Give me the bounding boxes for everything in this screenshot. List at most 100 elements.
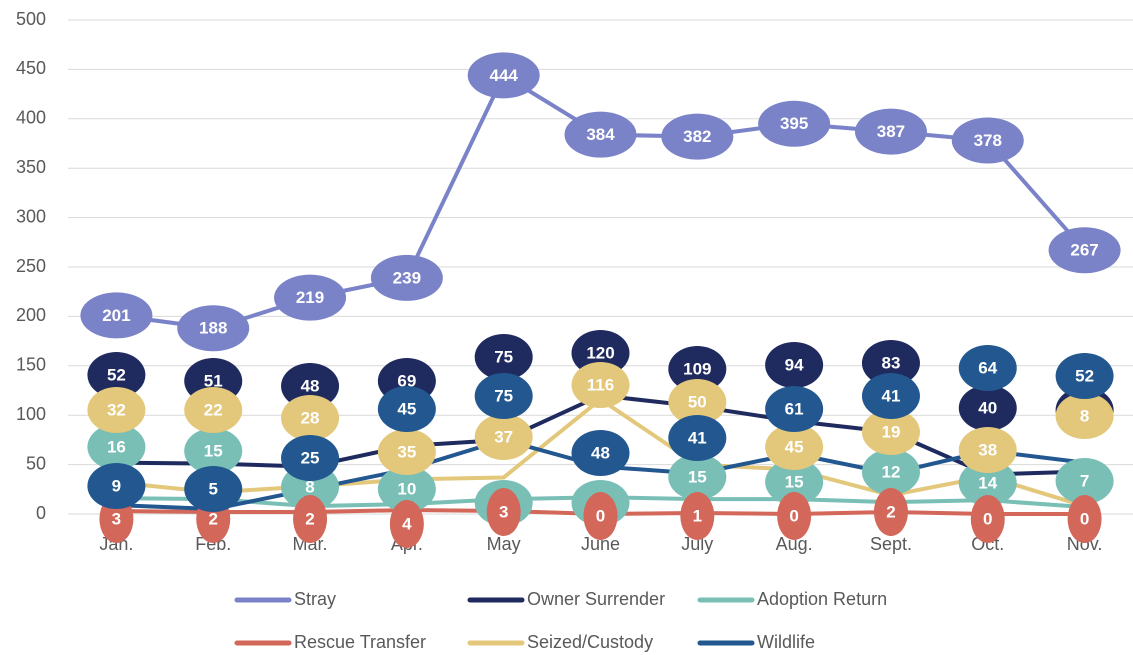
data-label: 267 (1070, 241, 1098, 260)
data-label: 3 (499, 502, 508, 521)
data-label: 83 (881, 353, 900, 372)
data-label: 387 (877, 122, 905, 141)
data-label: 9 (112, 476, 121, 495)
label-bubble (293, 495, 328, 543)
data-label: 75 (494, 347, 513, 366)
data-label: 12 (881, 462, 900, 481)
data-label: 444 (489, 66, 518, 85)
data-label: 64 (978, 358, 997, 377)
data-label: 395 (780, 114, 808, 133)
data-label: 51 (204, 371, 223, 390)
data-label: 37 (494, 427, 513, 446)
label-bubble (765, 386, 824, 432)
label-bubble (1055, 458, 1114, 504)
label-bubble (958, 460, 1017, 506)
data-label: 48 (301, 376, 320, 395)
data-label: 28 (301, 408, 320, 427)
label-bubble (474, 414, 533, 460)
x-tick-label: June (581, 534, 620, 554)
x-tick-label: May (487, 534, 521, 554)
label-bubble (377, 386, 436, 432)
label-bubble (571, 430, 630, 476)
y-tick-label: 500 (16, 9, 46, 29)
data-label: 15 (688, 467, 707, 486)
label-bubble (951, 117, 1024, 164)
y-tick-label: 250 (16, 256, 46, 276)
data-label: 201 (102, 306, 130, 325)
label-bubble (958, 427, 1017, 473)
data-label: 7 (1080, 471, 1089, 490)
data-label: 382 (683, 127, 711, 146)
label-bubble (184, 466, 243, 512)
label-bubble (958, 345, 1017, 391)
legend-label: Adoption Return (757, 589, 887, 609)
data-label: 38 (978, 440, 997, 459)
label-bubble (281, 363, 340, 409)
data-label: 0 (1080, 509, 1089, 528)
label-bubble (765, 342, 824, 388)
data-label: 5 (208, 479, 217, 498)
data-label: 3 (112, 509, 121, 528)
data-label: 16 (107, 437, 126, 456)
data-label: 0 (983, 509, 992, 528)
label-bubble (377, 429, 436, 475)
label-bubble (873, 488, 908, 536)
y-tick-label: 200 (16, 305, 46, 325)
data-label: 239 (393, 268, 421, 287)
data-label: 0 (596, 506, 605, 525)
label-bubble (474, 334, 533, 380)
label-bubble (668, 454, 727, 500)
data-label: 384 (586, 125, 615, 144)
data-label: 15 (785, 472, 804, 491)
data-label: 116 (587, 375, 614, 394)
label-bubble (765, 424, 824, 470)
x-tick-label: July (681, 534, 713, 554)
label-bubble (87, 424, 146, 470)
legend-label: Wildlife (757, 632, 815, 652)
label-bubble (184, 387, 243, 433)
label-bubble (281, 395, 340, 441)
data-label: 14 (978, 473, 997, 492)
label-bubble (668, 346, 727, 392)
label-bubble (668, 379, 727, 425)
data-label: 61 (785, 399, 804, 418)
label-bubble (758, 100, 831, 147)
legend-label: Rescue Transfer (294, 632, 426, 652)
y-tick-label: 450 (16, 58, 46, 78)
data-label: 32 (107, 400, 126, 419)
label-bubble (184, 428, 243, 474)
label-bubble (486, 488, 521, 536)
data-label: 1 (693, 506, 702, 525)
y-tick-label: 300 (16, 206, 46, 226)
label-bubble (370, 254, 443, 301)
label-bubble (80, 292, 153, 339)
label-bubble (474, 373, 533, 419)
label-bubble (861, 449, 920, 495)
label-bubble (777, 492, 812, 540)
label-bubble (861, 340, 920, 386)
y-tick-label: 0 (36, 503, 46, 523)
label-bubble (87, 352, 146, 398)
label-bubble (467, 52, 540, 99)
data-label: 4 (402, 514, 412, 533)
label-bubble (1055, 393, 1114, 439)
data-label: 109 (683, 359, 711, 378)
data-label: 45 (785, 437, 804, 456)
data-label: 2 (305, 509, 314, 528)
data-label: 40 (978, 398, 997, 417)
data-label: 94 (785, 355, 804, 374)
data-label: 75 (494, 386, 513, 405)
data-label: 378 (974, 131, 1002, 150)
label-bubble (680, 492, 715, 540)
data-label: 0 (789, 506, 798, 525)
label-bubble (1055, 353, 1114, 399)
data-label: 48 (591, 443, 610, 462)
y-tick-label: 150 (16, 355, 46, 375)
x-tick-label: Aug. (776, 534, 813, 554)
label-bubble (583, 492, 618, 540)
data-label: 8 (305, 477, 314, 496)
data-label: 2 (886, 502, 895, 521)
y-tick-label: 350 (16, 157, 46, 177)
label-bubble (564, 111, 637, 158)
